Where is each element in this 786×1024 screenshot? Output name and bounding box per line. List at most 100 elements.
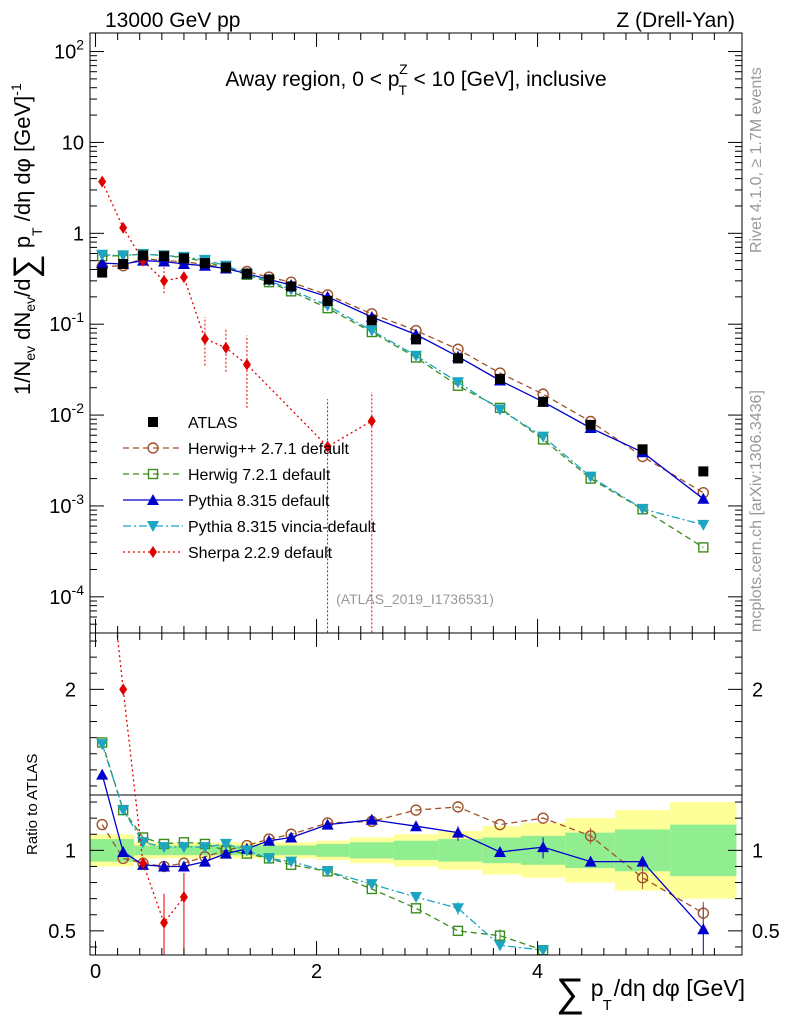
ratio-point-pythia bbox=[584, 855, 597, 867]
main-point-sherpa bbox=[119, 221, 128, 234]
main-point-atlas bbox=[698, 466, 709, 477]
ratio-axis-ticks: 0.5 0.5 1 1 2 2 0 2 4 bbox=[48, 633, 780, 983]
ratio-panel: 0.5 0.5 1 1 2 2 0 2 4 Ratio to ATLAS ∑ pT/dη dφ … bbox=[24, 490, 780, 1015]
ratio-point-vincia bbox=[219, 838, 232, 850]
legend: ATLAS Herwig++ 2.7.1 default Herwig 7.2.1 … bbox=[123, 415, 376, 562]
main-point-atlas bbox=[494, 373, 505, 384]
band-inner bbox=[261, 845, 317, 856]
ratio-point-pythia bbox=[321, 818, 334, 830]
main-y-tick-label: 102 bbox=[54, 37, 84, 64]
main-point-pythia bbox=[177, 257, 190, 269]
ratio-point-vincia bbox=[263, 853, 276, 865]
ratio-y-tick-label-right: 1 bbox=[752, 840, 763, 862]
main-point-vincia bbox=[365, 325, 378, 337]
ratio-point-pythia bbox=[177, 860, 190, 872]
ratio-point-pythia bbox=[158, 860, 171, 872]
main-point-sherpa bbox=[98, 175, 107, 188]
ratio-plot-frame bbox=[89, 632, 743, 956]
ratio-point-vincia bbox=[537, 945, 550, 955]
legend-entry-pythia: Pythia 8.315 default bbox=[123, 493, 330, 510]
header-collision: 13000 GeV pp bbox=[105, 9, 240, 32]
main-point-atlas bbox=[366, 315, 377, 326]
legend-marker-herwigpp bbox=[147, 442, 159, 454]
legend-label-herwigpp: Herwig++ 2.7.1 default bbox=[188, 441, 350, 458]
main-point-sherpa bbox=[179, 271, 188, 284]
ratio-point-pythia bbox=[198, 855, 211, 867]
main-axis-ticks: 10-4 10-3 10-2 10-1 1 10 102 bbox=[49, 33, 742, 634]
main-y-tick-label: 10-3 bbox=[49, 491, 84, 518]
x-tick-label: 4 bbox=[532, 961, 543, 983]
band-inner bbox=[349, 842, 394, 859]
main-point-atlas bbox=[637, 444, 648, 455]
main-point-atlas bbox=[452, 353, 463, 364]
ratio-point-sherpa bbox=[98, 490, 106, 502]
main-y-tick-label: 10-4 bbox=[49, 582, 84, 609]
main-point-vincia bbox=[697, 519, 710, 531]
ratio-point-pythia bbox=[96, 768, 109, 780]
main-point-vincia bbox=[584, 471, 597, 483]
main-point-atlas bbox=[264, 274, 275, 285]
main-series-sherpa bbox=[98, 175, 376, 453]
main-point-vincia bbox=[493, 404, 506, 416]
ratio-y-axis-title: Ratio to ATLAS bbox=[24, 754, 41, 855]
main-point-atlas bbox=[286, 281, 297, 292]
ratio-point-herwigpp bbox=[96, 818, 108, 831]
rivet-version-label: Rivet 4.1.0, ≥ 1.7M events bbox=[748, 67, 765, 253]
ratio-point-herwigpp bbox=[452, 801, 464, 813]
ratio-point-vincia bbox=[285, 856, 298, 868]
main-point-pythia bbox=[697, 492, 710, 504]
legend-entry-herwigpp: Herwig++ 2.7.1 default bbox=[123, 441, 350, 458]
main-point-herwig7 bbox=[698, 542, 709, 553]
main-line-sherpa bbox=[101, 181, 373, 448]
main-y-tick-label: 10 bbox=[62, 132, 84, 154]
legend-label-pythia: Pythia 8.315 default bbox=[188, 493, 330, 510]
ratio-point-pythia bbox=[410, 820, 422, 832]
ratio-point-herwig7 bbox=[410, 903, 422, 914]
main-y-tick-label: 10-2 bbox=[49, 400, 84, 427]
main-curves bbox=[96, 175, 710, 633]
mcplots-label: mcplots.cern.ch [arXiv:1306.3436] bbox=[748, 390, 765, 632]
main-point-vincia bbox=[451, 377, 464, 389]
main-point-atlas bbox=[411, 334, 421, 345]
ratio-point-herwigpp bbox=[494, 818, 506, 831]
main-point-sherpa bbox=[367, 415, 376, 428]
ratio-point-sherpa bbox=[139, 857, 148, 870]
ratio-point-herwigpp bbox=[537, 812, 549, 824]
legend-marker-atlas bbox=[148, 417, 158, 427]
ratio-point-herwig7 bbox=[452, 925, 464, 937]
main-point-atlas bbox=[97, 267, 108, 278]
legend-entry-atlas: ATLAS bbox=[148, 415, 238, 432]
band-inner bbox=[316, 843, 350, 857]
main-point-atlas bbox=[220, 262, 231, 273]
ratio-y-tick-label: 0.5 bbox=[48, 921, 76, 943]
main-y-tick-label: 10-1 bbox=[49, 309, 84, 336]
main-point-atlas bbox=[538, 396, 549, 407]
band-inner bbox=[172, 845, 218, 856]
ratio-point-herwigpp bbox=[410, 804, 422, 816]
main-point-atlas bbox=[178, 253, 189, 264]
ratio-point-sherpa bbox=[119, 683, 128, 696]
ratio-y-tick-label: 1 bbox=[65, 840, 76, 862]
ratio-point-vincia bbox=[96, 739, 109, 751]
main-point-pythia bbox=[96, 257, 109, 269]
legend-entry-vincia: Pythia 8.315 vincia-default bbox=[123, 519, 376, 536]
ratio-line-vincia bbox=[101, 743, 544, 951]
legend-marker-herwig7 bbox=[147, 468, 159, 480]
main-panel: 10-4 10-3 10-2 10-1 1 10 102 Away region, 0 < … bbox=[7, 32, 743, 634]
main-point-vincia bbox=[96, 249, 109, 261]
x-tick-label: 0 bbox=[90, 961, 101, 983]
band-inner bbox=[134, 845, 173, 856]
band-inner bbox=[438, 839, 483, 862]
legend-label-vincia: Pythia 8.315 vincia-default bbox=[188, 519, 376, 536]
main-point-atlas bbox=[118, 258, 129, 269]
band-inner bbox=[670, 824, 737, 877]
main-point-vincia bbox=[537, 431, 550, 443]
main-series-vincia bbox=[96, 249, 710, 531]
x-tick-label: 2 bbox=[311, 961, 322, 983]
legend-marker-sherpa bbox=[149, 546, 157, 558]
ratio-point-pythia bbox=[117, 845, 130, 857]
ratio-y-tick-label-right: 0.5 bbox=[752, 921, 780, 943]
main-point-sherpa bbox=[221, 341, 230, 354]
legend-marker-vincia bbox=[147, 521, 159, 532]
